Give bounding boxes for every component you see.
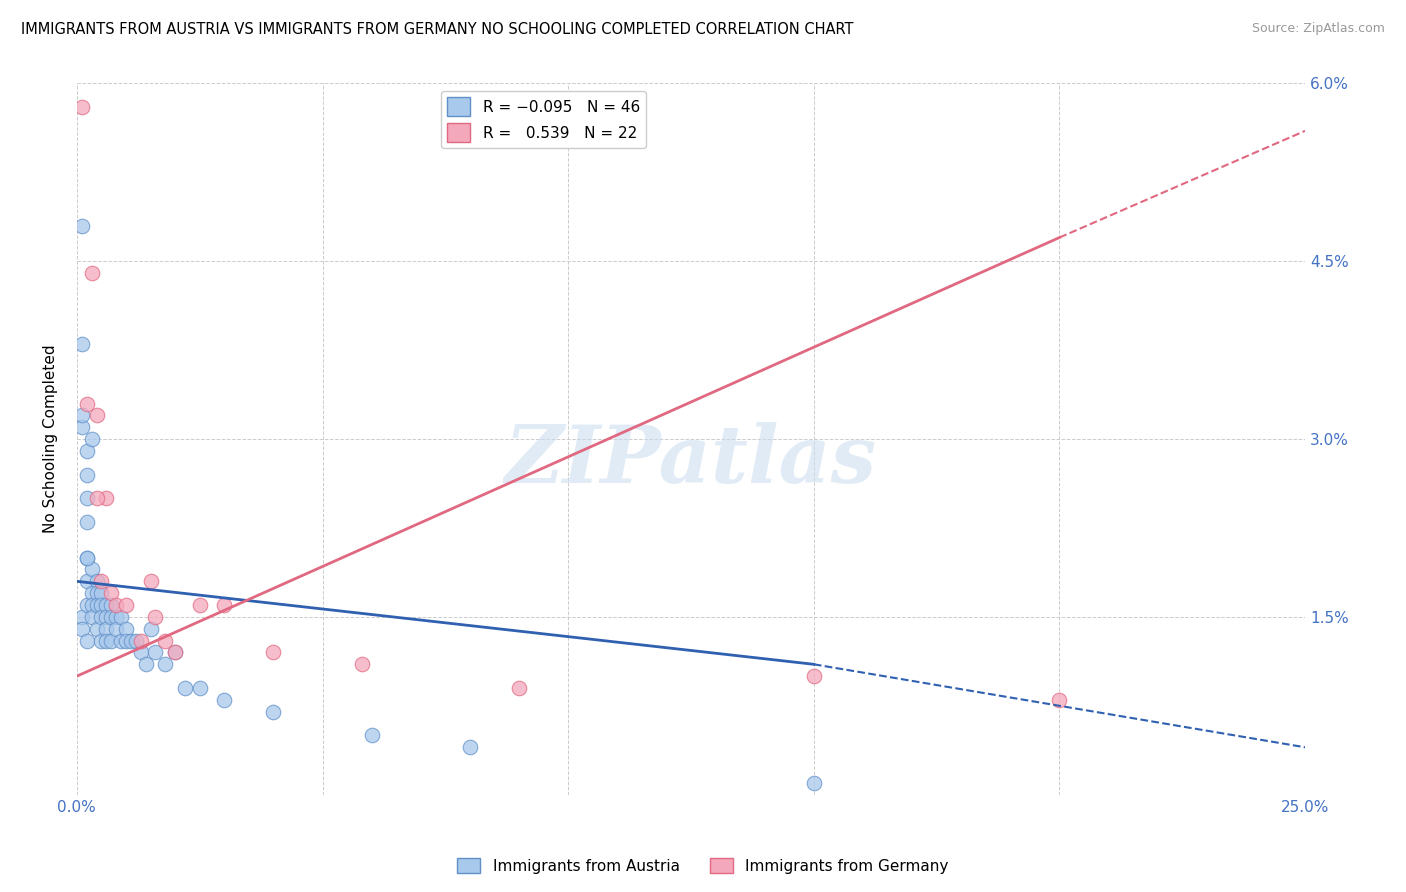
Point — [90, 633, 112, 648]
Point — [70, 337, 93, 351]
Point — [70, 219, 93, 233]
Point — [262, 645, 284, 659]
Point — [90, 586, 112, 600]
Point — [100, 586, 122, 600]
Point — [90, 598, 112, 612]
Point — [115, 622, 138, 636]
Point — [80, 266, 103, 280]
Point — [80, 562, 103, 576]
Point — [76, 550, 98, 565]
Point — [80, 598, 103, 612]
Point — [262, 705, 284, 719]
Point — [105, 622, 128, 636]
Point — [105, 610, 128, 624]
Point — [96, 622, 118, 636]
Point — [188, 681, 211, 695]
Point — [96, 491, 118, 506]
Point — [76, 598, 98, 612]
Point — [508, 681, 530, 695]
Point — [70, 409, 93, 423]
Point — [188, 598, 211, 612]
Point — [145, 645, 167, 659]
Point — [803, 776, 825, 790]
Point — [129, 633, 152, 648]
Point — [80, 432, 103, 446]
Point — [76, 515, 98, 529]
Point — [86, 598, 108, 612]
Point — [90, 610, 112, 624]
Point — [76, 491, 98, 506]
Point — [86, 409, 108, 423]
Point — [155, 633, 177, 648]
Point — [212, 693, 235, 707]
Text: ZIPatlas: ZIPatlas — [505, 422, 877, 500]
Point — [165, 645, 187, 659]
Text: IMMIGRANTS FROM AUSTRIA VS IMMIGRANTS FROM GERMANY NO SCHOOLING COMPLETED CORREL: IMMIGRANTS FROM AUSTRIA VS IMMIGRANTS FR… — [21, 22, 853, 37]
Point — [350, 657, 373, 672]
Point — [80, 610, 103, 624]
Point — [115, 598, 138, 612]
Point — [96, 598, 118, 612]
Point — [129, 645, 152, 659]
Point — [96, 610, 118, 624]
Point — [76, 550, 98, 565]
Point — [139, 622, 162, 636]
Point — [70, 610, 93, 624]
Point — [96, 633, 118, 648]
Point — [110, 610, 132, 624]
Point — [70, 420, 93, 434]
Point — [115, 633, 138, 648]
Text: Source: ZipAtlas.com: Source: ZipAtlas.com — [1251, 22, 1385, 36]
Point — [110, 633, 132, 648]
Legend: Immigrants from Austria, Immigrants from Germany: Immigrants from Austria, Immigrants from… — [451, 852, 955, 880]
Point — [139, 574, 162, 589]
Point — [76, 633, 98, 648]
Point — [70, 100, 93, 114]
Point — [135, 657, 157, 672]
Point — [360, 728, 382, 742]
Point — [120, 633, 142, 648]
Point — [86, 586, 108, 600]
Point — [100, 633, 122, 648]
Point — [174, 681, 197, 695]
Legend: R = −0.095   N = 46, R =   0.539   N = 22: R = −0.095 N = 46, R = 0.539 N = 22 — [441, 91, 645, 148]
Point — [86, 491, 108, 506]
Point — [165, 645, 187, 659]
Point — [76, 574, 98, 589]
Point — [803, 669, 825, 683]
Point — [76, 467, 98, 482]
Point — [1049, 693, 1071, 707]
Point — [125, 633, 148, 648]
Point — [155, 657, 177, 672]
Point — [145, 610, 167, 624]
Point — [458, 740, 481, 755]
Point — [76, 396, 98, 410]
Point — [105, 598, 128, 612]
Y-axis label: No Schooling Completed: No Schooling Completed — [44, 344, 58, 533]
Point — [100, 610, 122, 624]
Point — [100, 598, 122, 612]
Point — [80, 586, 103, 600]
Point — [90, 574, 112, 589]
Point — [76, 444, 98, 458]
Point — [212, 598, 235, 612]
Point — [70, 622, 93, 636]
Point — [86, 574, 108, 589]
Point — [86, 622, 108, 636]
